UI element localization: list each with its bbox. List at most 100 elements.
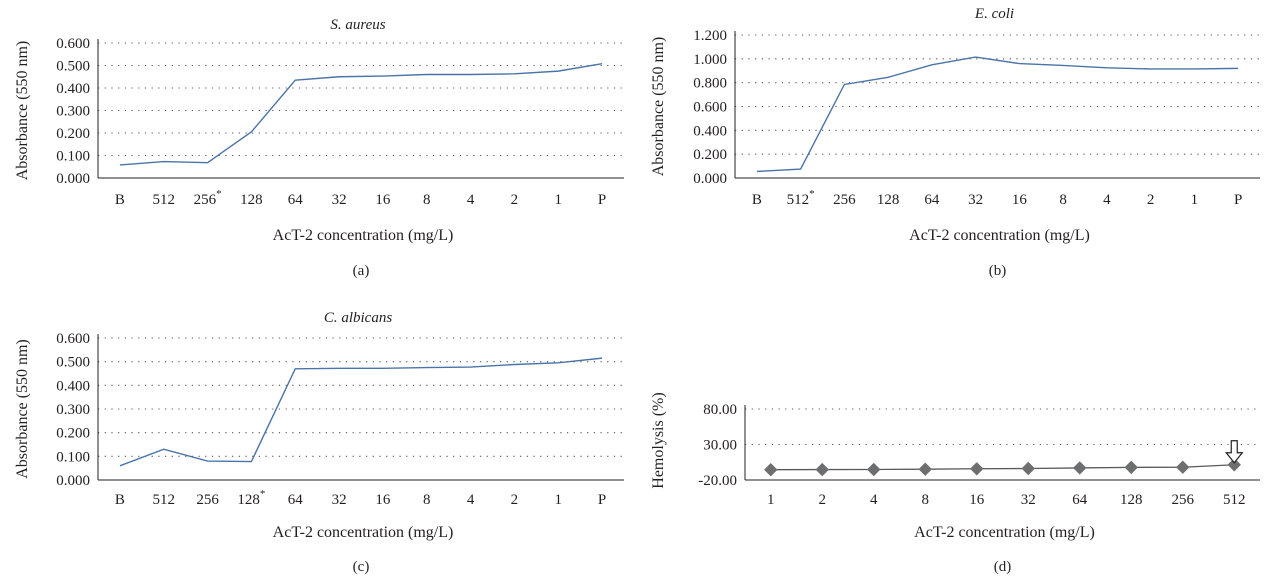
x-tick-label: 2: [1147, 192, 1155, 208]
y-tick-label: 0.500: [56, 59, 90, 75]
data-point: [867, 462, 881, 477]
series-line: [119, 63, 603, 166]
x-tick-label: 8: [922, 492, 930, 508]
x-tick-label: 2: [511, 492, 519, 508]
x-tick-label: 512: [153, 492, 176, 508]
x-tick-label: 8: [423, 492, 431, 508]
y-tick-label: 0.000: [56, 473, 90, 489]
y-axis-label: Absorbance (550 nm): [14, 339, 31, 479]
x-tick-label: 1: [555, 192, 563, 208]
y-tick-label: 0.800: [693, 76, 727, 92]
x-tick-label: 256: [1172, 492, 1195, 508]
data-point: [1176, 460, 1190, 474]
data-point: [1021, 461, 1035, 476]
y-axis-label: Hemolysis (%): [650, 392, 667, 488]
x-tick-label: 16: [1012, 192, 1028, 208]
x-tick-label: P: [1234, 192, 1242, 208]
y-tick-label: 0.500: [56, 355, 90, 371]
x-tick-label: 256: [196, 492, 219, 508]
y-tick-label: 0.200: [56, 126, 90, 142]
x-tick-label: 512: [1223, 492, 1246, 508]
series-line: [119, 357, 603, 467]
series-line: [770, 464, 1235, 471]
x-tick-label: 8: [423, 192, 431, 208]
y-tick-label: 0.100: [56, 149, 90, 165]
x-tick-label: 128: [1120, 492, 1143, 508]
data-point: [764, 462, 778, 477]
chart-title: E. coli: [974, 6, 1014, 22]
chart-panel-a: 0.000 0.100 0.200 0.300 0.400 0.500 0.600 B 512 2…: [14, 17, 624, 279]
panel-label: (c): [353, 559, 370, 575]
x-tick-label: 32: [332, 192, 347, 208]
y-tick-label: 0.000: [693, 171, 727, 187]
y-tick-label: 0.300: [56, 104, 90, 120]
x-tick-label: 64: [924, 192, 940, 208]
data-point: [1124, 460, 1138, 475]
x-tick-label: 16: [375, 192, 391, 208]
data-point: [1227, 458, 1241, 472]
y-tick-label: 0.200: [56, 426, 90, 442]
x-tick-label: 4: [467, 492, 475, 508]
y-tick-label: 0.000: [56, 171, 90, 187]
y-tick-label: 0.600: [56, 331, 90, 347]
x-tick-label: 32: [1021, 492, 1036, 508]
x-tick-label: 1: [767, 492, 775, 508]
x-tick-label: 4: [1103, 192, 1111, 208]
chart-panel-d: -20.00 30.00 80.00 1 2 4 8 16 32 64 128 256 512 AcT-2…: [650, 392, 1260, 575]
y-tick-label: -20.00: [698, 473, 737, 489]
y-axis-label: Absorbance (550 nm): [650, 37, 667, 177]
y-tick-label: 0.600: [56, 36, 90, 52]
x-tick-label: 128: [240, 192, 263, 208]
y-tick-label: 0.400: [56, 81, 90, 97]
x-tick-label: B: [115, 492, 125, 508]
x-tick-label: P: [598, 192, 606, 208]
x-axis-label: AcT-2 concentration (mg/L): [909, 227, 1090, 244]
x-tick-label: 16: [375, 492, 391, 508]
chart-panel-b: 0.000 0.200 0.400 0.600 0.800 1.000 1.200 B 512*…: [650, 6, 1260, 279]
x-axis-label: AcT-2 concentration (mg/L): [273, 227, 454, 244]
x-tick-label: 1: [1191, 192, 1199, 208]
x-tick-label: 1: [555, 492, 563, 508]
data-point: [1073, 461, 1087, 475]
x-tick-label: 128: [877, 192, 900, 208]
y-tick-label: 1.000: [693, 52, 727, 68]
y-axis-label: Absorbance (550 nm): [14, 41, 31, 181]
x-tick-label: 2: [819, 492, 827, 508]
x-tick-label: 128*: [237, 488, 265, 508]
x-axis-label: AcT-2 concentration (mg/L): [914, 524, 1095, 541]
chart-title: S. aureus: [330, 17, 385, 33]
data-point: [970, 462, 984, 476]
y-tick-label: 30.00: [703, 438, 737, 454]
y-tick-label: 0.300: [56, 402, 90, 418]
y-tick-label: 80.00: [703, 402, 737, 418]
x-tick-label: P: [598, 492, 606, 508]
x-tick-label: 64: [288, 492, 304, 508]
panel-label: (d): [994, 559, 1012, 575]
series-line: [756, 56, 1239, 173]
y-tick-label: 0.400: [693, 123, 727, 139]
panel-label: (b): [989, 263, 1007, 279]
x-tick-label: 32: [332, 492, 347, 508]
x-tick-label: 4: [870, 492, 878, 508]
x-tick-label: B: [752, 192, 762, 208]
x-tick-label: 4: [467, 192, 475, 208]
data-point: [918, 462, 932, 476]
x-tick-label: 64: [288, 192, 304, 208]
y-tick-label: 0.200: [693, 147, 727, 163]
y-tick-label: 0.400: [56, 378, 90, 394]
x-tick-label: 512*: [787, 188, 815, 208]
y-tick-label: 1.200: [693, 28, 727, 44]
chart-title: C. albicans: [324, 310, 392, 326]
data-point: [815, 462, 829, 477]
annotation-arrow: [1225, 440, 1244, 464]
x-tick-label: 8: [1059, 192, 1067, 208]
chart-panel-c: 0.000 0.100 0.200 0.300 0.400 0.500 0.600 B 512 2…: [14, 310, 624, 575]
panel-label: (a): [353, 263, 370, 279]
x-tick-label: 32: [968, 192, 983, 208]
x-tick-label: 256*: [194, 188, 222, 208]
y-tick-label: 0.100: [56, 449, 90, 465]
x-tick-label: 256: [833, 192, 856, 208]
x-axis-label: AcT-2 concentration (mg/L): [273, 524, 454, 541]
x-tick-label: 16: [969, 492, 985, 508]
